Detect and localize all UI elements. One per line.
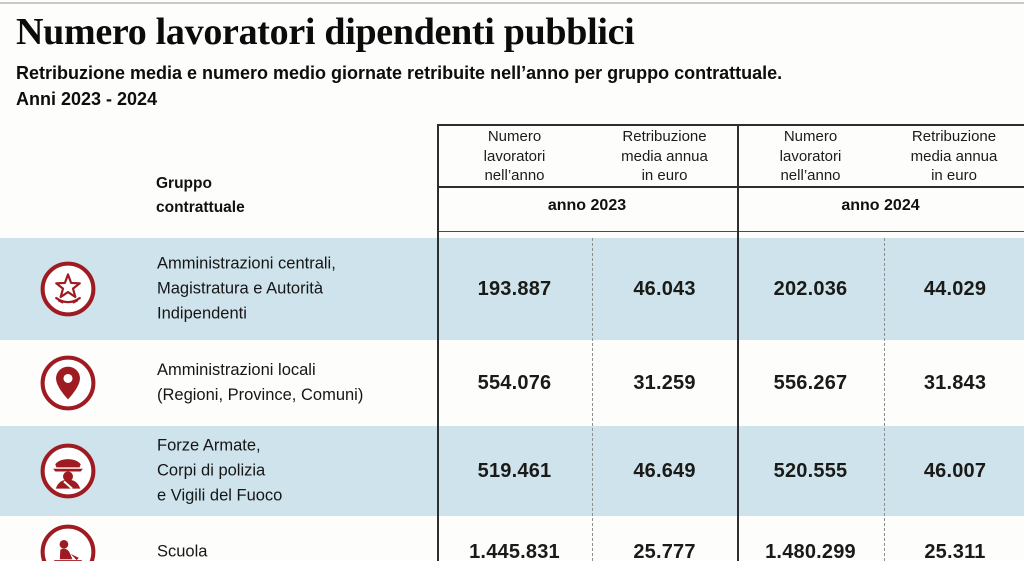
column-header-workers-2023: Numero lavoratori nell’anno	[483, 128, 546, 184]
column-header-workers-2024: Numero lavoratori nell’anno	[779, 128, 842, 184]
table-row: Amministrazioni centrali, Magistratura e…	[0, 238, 1024, 340]
pay-2023-value: 46.043	[633, 277, 696, 300]
column-header-pay-2024: Retribuzione media annua in euro	[910, 128, 998, 184]
table-row: Amministrazioni locali (Regioni, Provinc…	[0, 340, 1024, 426]
pay-2024-value: 31.843	[923, 371, 987, 394]
header-bottom-rule	[437, 186, 1024, 188]
police-officer-icon	[39, 442, 97, 500]
group-label: Scuola	[157, 542, 208, 561]
workers-2024-value: 202.036	[773, 277, 848, 300]
year-header-2024: anno 2024	[841, 197, 920, 214]
pay-2024-value: 46.007	[923, 459, 987, 482]
workers-2024-value: 556.267	[773, 371, 848, 394]
top-rule	[0, 2, 1024, 4]
pay-2023-value: 25.777	[633, 540, 696, 561]
page-title: Numero lavoratori dipendenti pubblici	[16, 11, 635, 53]
pay-2023-value: 31.259	[633, 371, 696, 394]
page-subtitle: Retribuzione media e numero medio giorna…	[16, 63, 783, 109]
group-label: Forze Armate, Corpi di polizia e Vigili …	[157, 436, 283, 505]
table-row: Scuola 1.445.831 25.777 1.480.299 25.311	[0, 516, 1024, 561]
dashed-column-divider	[592, 238, 593, 561]
workers-2024-value: 1.480.299	[765, 540, 856, 561]
workers-2023-value: 519.461	[477, 459, 552, 482]
state-emblem-icon	[39, 260, 97, 318]
pay-2024-value: 44.029	[923, 277, 987, 300]
dashed-column-divider	[884, 238, 885, 561]
group-label: Amministrazioni centrali, Magistratura e…	[157, 254, 336, 323]
workers-2024-value: 520.555	[773, 459, 848, 482]
workers-2023-value: 193.887	[477, 277, 552, 300]
year-band-rule	[437, 231, 1024, 232]
column-header-pay-2023: Retribuzione media annua in euro	[621, 128, 708, 184]
column-divider	[437, 124, 439, 561]
group-label: Amministrazioni locali (Regioni, Provinc…	[157, 361, 364, 404]
workers-2023-value: 554.076	[477, 371, 552, 394]
pay-2024-value: 25.311	[924, 540, 986, 561]
student-desk-icon	[39, 523, 97, 561]
group-column-header: Gruppo contrattuale	[156, 175, 245, 216]
map-pin-icon	[39, 354, 97, 412]
workers-2023-value: 1.445.831	[469, 540, 560, 561]
pay-2023-value: 46.649	[633, 459, 696, 482]
year-header-2023: anno 2023	[547, 197, 627, 214]
table-row: Forze Armate, Corpi di polizia e Vigili …	[0, 426, 1024, 516]
header-top-rule	[437, 124, 1024, 126]
year-group-divider	[737, 124, 739, 561]
